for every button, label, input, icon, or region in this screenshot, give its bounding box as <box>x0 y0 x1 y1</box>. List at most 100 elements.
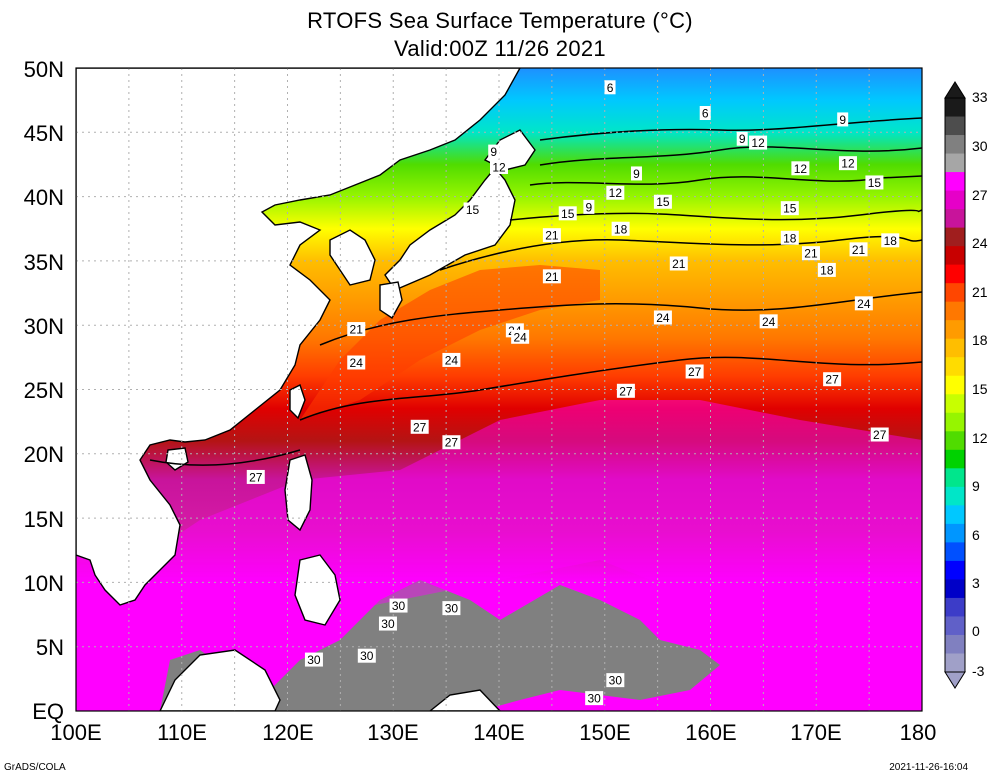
colorbar-swatch <box>945 560 965 580</box>
contour-15 <box>529 175 922 186</box>
colorbar-swatch <box>945 412 965 432</box>
colorbar-swatch <box>945 486 965 506</box>
lat-label-5n: 5N <box>35 635 64 660</box>
colorbar-swatch <box>945 394 965 414</box>
contour-label: 30 <box>442 601 461 616</box>
kuroshio-tongue <box>300 265 600 420</box>
new-guinea <box>428 689 501 711</box>
colorbar-swatch <box>945 357 965 377</box>
svg-text:9: 9 <box>739 132 746 146</box>
contour-label: 24 <box>759 314 778 329</box>
svg-text:9: 9 <box>490 145 497 159</box>
contour-18 <box>509 209 922 221</box>
lon-label-180: 180 <box>899 720 937 745</box>
contour-9 <box>539 117 922 141</box>
svg-text:21: 21 <box>672 257 686 271</box>
colorbar-swatch <box>945 634 965 654</box>
colorbar-bottom-arrow <box>944 671 966 689</box>
contour-label: 9 <box>583 199 595 214</box>
contour-label: 9 <box>736 131 748 146</box>
colorbar-label-24: 24 <box>972 235 988 251</box>
svg-text:12: 12 <box>841 157 855 171</box>
contour-label: 30 <box>606 673 625 688</box>
lat-label-30n: 30N <box>23 314 64 339</box>
lat-label-50n: 50N <box>23 57 64 82</box>
warm-pool-patch <box>160 580 720 711</box>
colorbar-swatch <box>945 449 965 469</box>
contour-label: 27 <box>246 469 265 484</box>
footer-timestamp: 2021-11-26-16:04 <box>889 762 968 773</box>
svg-text:15: 15 <box>561 207 575 221</box>
colorbar-swatch <box>945 653 965 673</box>
svg-text:30: 30 <box>587 692 601 706</box>
contour-label: 30 <box>304 652 323 667</box>
svg-text:24: 24 <box>350 356 364 370</box>
svg-text:12: 12 <box>794 162 808 176</box>
contour-label: 21 <box>347 322 366 337</box>
colorbar-swatch <box>945 116 965 136</box>
colorbar-frame <box>944 97 966 673</box>
plot-frame <box>75 67 923 712</box>
contour-label: 30 <box>378 616 397 631</box>
korea <box>329 229 376 286</box>
colorbar <box>944 81 966 689</box>
svg-text:18: 18 <box>614 222 628 236</box>
contour-label: 27 <box>685 364 704 379</box>
colorbar-swatch <box>945 264 965 284</box>
contour-label: 18 <box>780 230 799 245</box>
lon-label-140e: 140E <box>473 720 525 745</box>
contour-label: 21 <box>669 256 688 271</box>
svg-text:12: 12 <box>751 136 765 150</box>
svg-text:9: 9 <box>586 200 593 214</box>
colorbar-swatch <box>945 135 965 155</box>
colorbar-swatch <box>945 172 965 192</box>
svg-text:30: 30 <box>360 649 374 663</box>
lat-label-10n: 10N <box>23 571 64 596</box>
contour-label: 21 <box>542 228 561 243</box>
colorbar-label-3: 3 <box>972 575 980 591</box>
svg-text:27: 27 <box>688 365 702 379</box>
colorbar-swatch <box>945 523 965 543</box>
contour-label: 24 <box>511 329 530 344</box>
colorbar-label-33: 33 <box>972 89 988 105</box>
contour-label: 24 <box>347 355 366 370</box>
map-title: RTOFS Sea Surface Temperature (°C) <box>307 8 693 33</box>
svg-text:21: 21 <box>545 270 559 284</box>
svg-text:15: 15 <box>783 202 797 216</box>
contour-label: 27 <box>870 427 889 442</box>
colorbar-label-15: 15 <box>972 381 988 397</box>
colorbar-swatch <box>945 542 965 562</box>
svg-text:18: 18 <box>820 263 834 277</box>
contour-label: 15 <box>780 201 799 216</box>
contour-label: 27 <box>823 372 842 387</box>
lat-label-20n: 20N <box>23 442 64 467</box>
map-subtitle: Valid:00Z 11/26 2021 <box>394 36 606 61</box>
svg-text:27: 27 <box>249 470 263 484</box>
lon-label-110e: 110E <box>157 720 207 745</box>
svg-text:9: 9 <box>633 167 640 181</box>
svg-text:24: 24 <box>656 311 670 325</box>
svg-text:6: 6 <box>607 81 614 95</box>
colorbar-swatch <box>945 283 965 303</box>
colorbar-swatch <box>945 338 965 358</box>
contour-27 <box>299 356 922 421</box>
svg-text:27: 27 <box>445 436 459 450</box>
contour-label: 21 <box>849 242 868 257</box>
contour-label: 30 <box>357 648 376 663</box>
lat-label-eq: EQ <box>32 699 64 724</box>
svg-text:15: 15 <box>868 176 882 190</box>
contour-label: 24 <box>653 310 672 325</box>
contour-label: 12 <box>606 185 625 200</box>
colorbar-swatch <box>945 153 965 173</box>
contour-label: 6 <box>699 106 711 121</box>
contour-label: 6 <box>604 80 616 95</box>
lon-label-150e: 150E <box>579 720 631 745</box>
lon-label-100e: 100E <box>50 720 102 745</box>
lat-label-45n: 45N <box>23 121 64 146</box>
svg-text:24: 24 <box>445 353 459 367</box>
lon-label-160e: 160E <box>685 720 737 745</box>
lat-label-40n: 40N <box>23 185 64 210</box>
contours <box>149 117 922 466</box>
